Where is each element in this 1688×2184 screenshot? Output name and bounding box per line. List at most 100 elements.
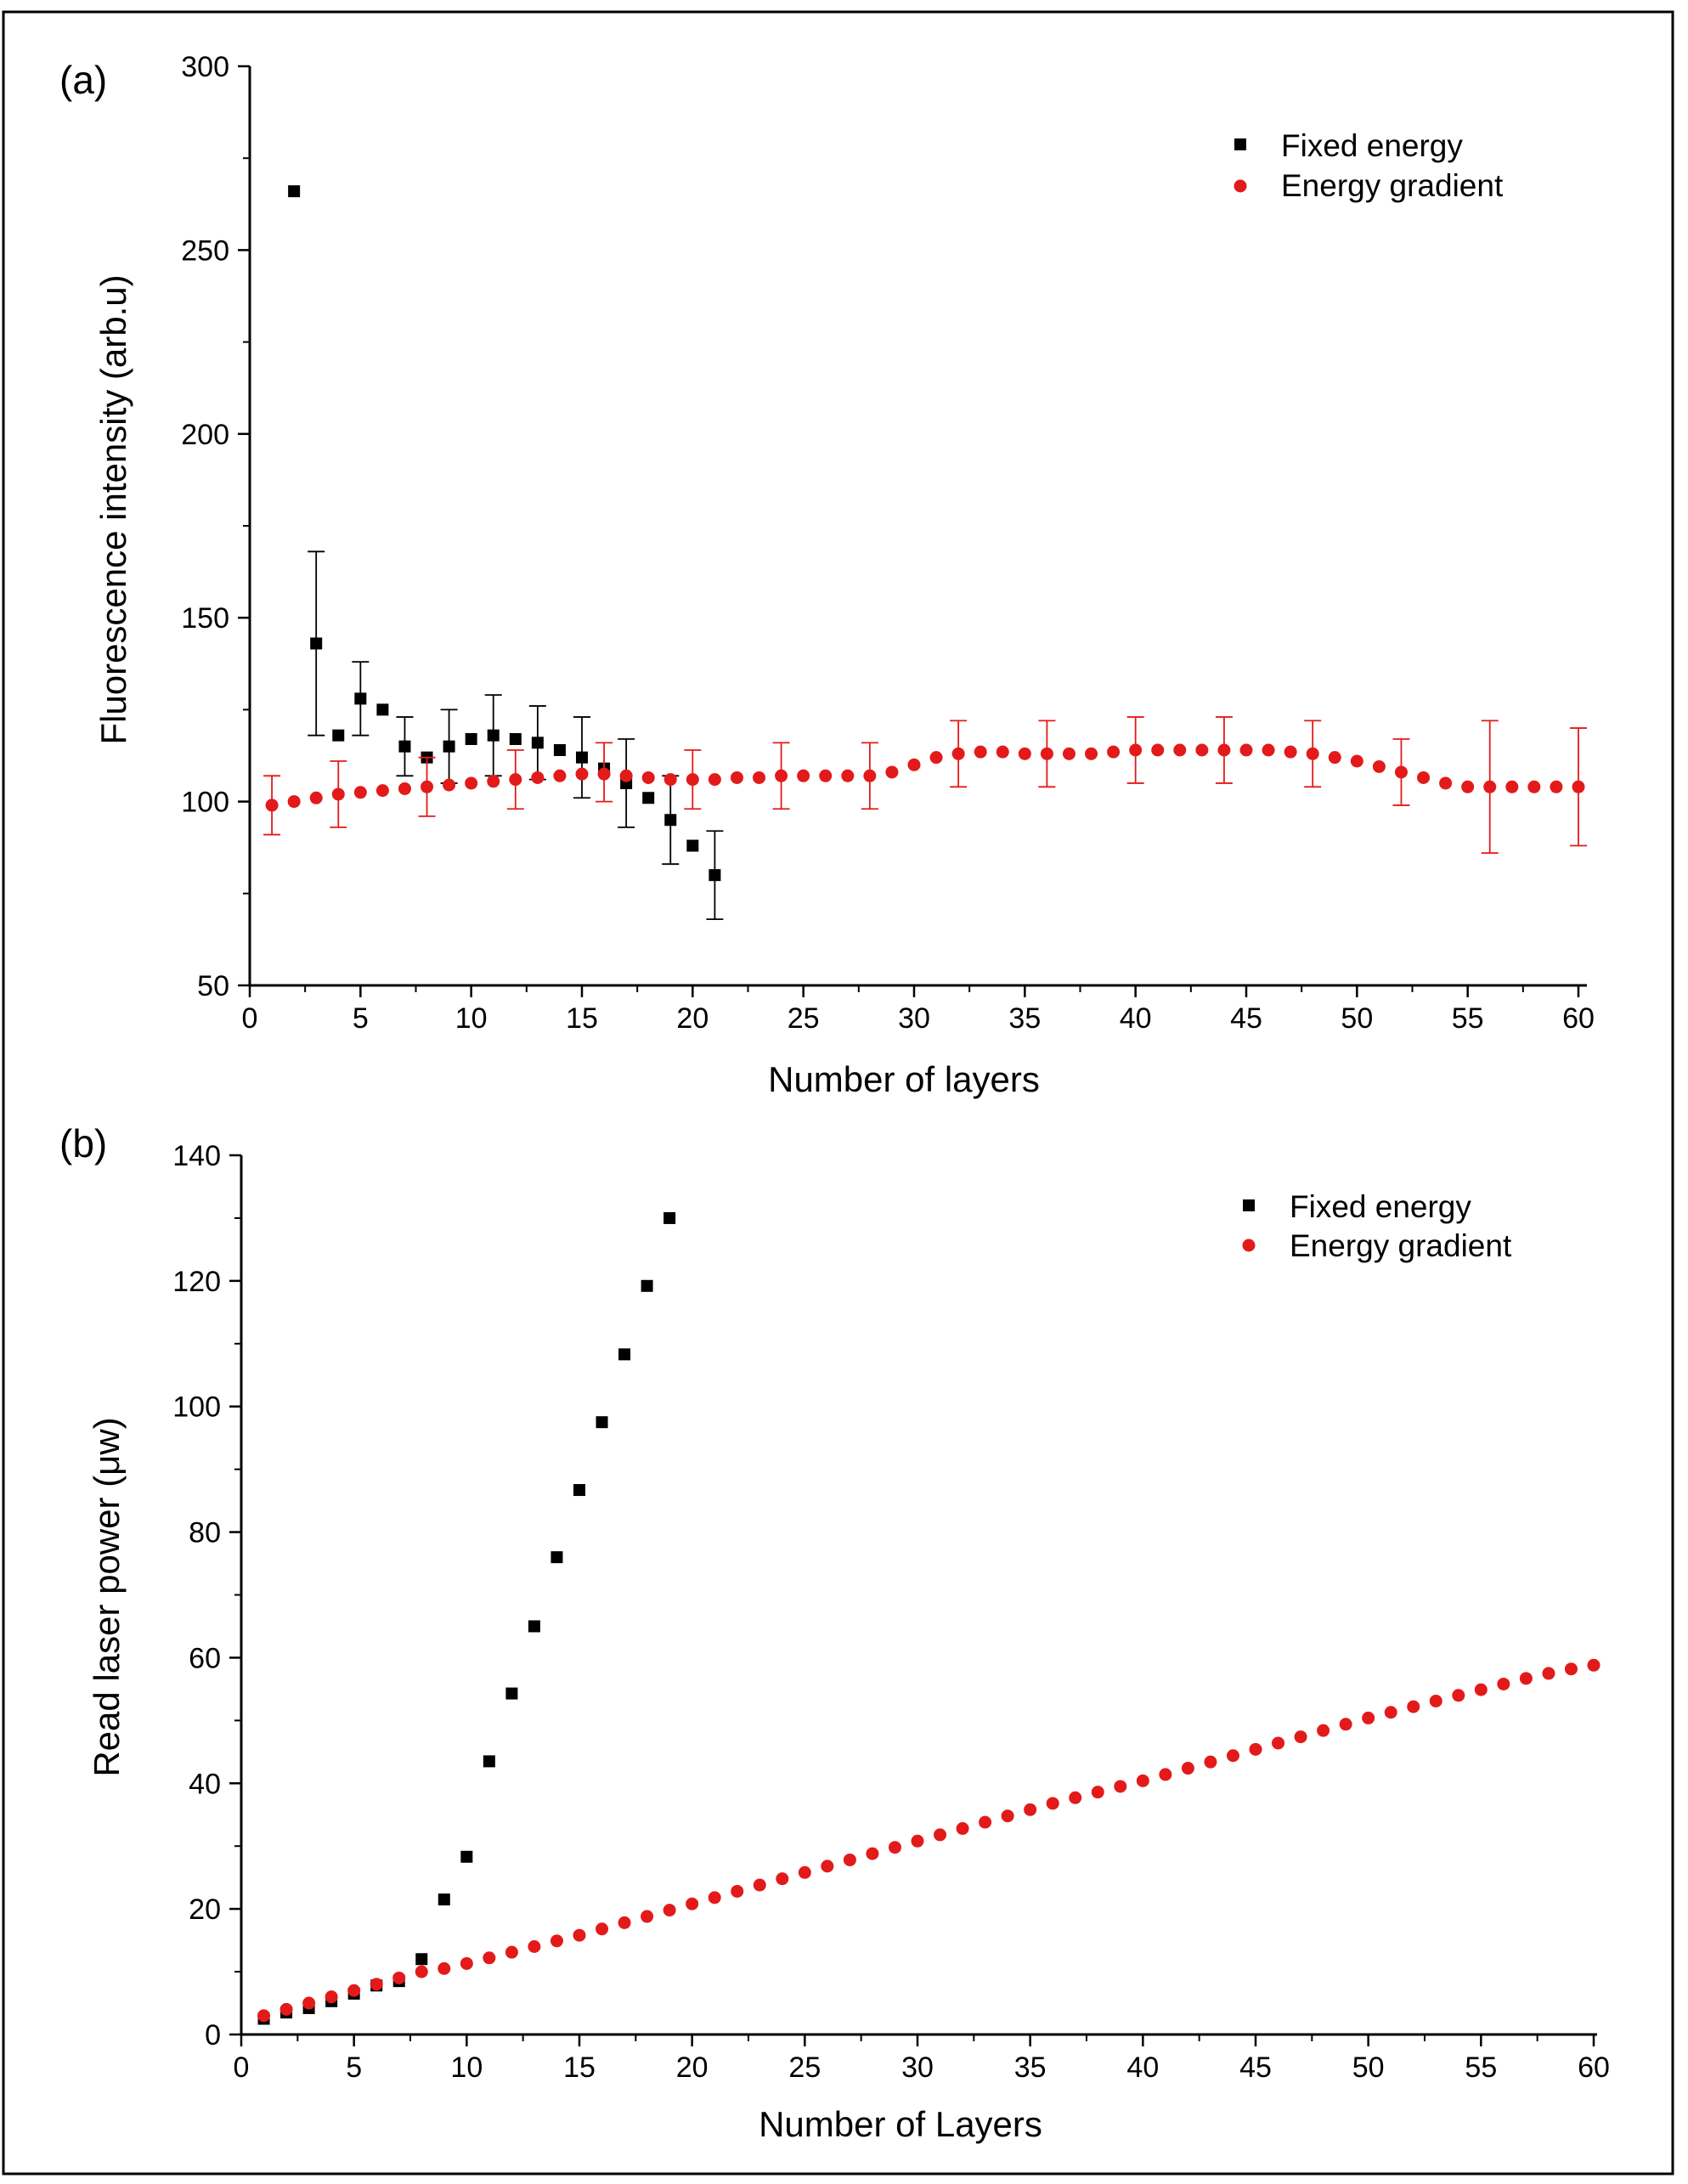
data-point: [573, 1928, 586, 1942]
data-point: [353, 786, 367, 799]
data-point: [686, 773, 699, 787]
panel-b-legend-fixed-energy: Fixed energy: [1290, 1189, 1471, 1224]
x-tick-label: 0: [234, 2051, 250, 2084]
data-point: [979, 1815, 992, 1829]
y-tick-label: 140: [172, 1140, 221, 1172]
data-point: [1114, 1780, 1127, 1793]
data-point: [465, 733, 477, 746]
data-point: [596, 1922, 609, 1936]
data-point: [550, 1934, 563, 1948]
data-point: [1151, 743, 1165, 757]
data-point: [1107, 745, 1121, 759]
data-point: [798, 1865, 811, 1879]
panel-a-legend-energy-gradient: Energy gradient: [1281, 168, 1504, 203]
data-point: [309, 791, 323, 804]
data-point: [863, 769, 877, 782]
x-tick-label: 55: [1465, 2051, 1497, 2084]
data-point: [553, 744, 566, 757]
data-point: [843, 1853, 856, 1866]
data-point: [866, 1847, 879, 1860]
data-point: [956, 1822, 969, 1836]
x-tick-label: 10: [450, 2051, 483, 2084]
data-point: [415, 1953, 428, 1966]
data-point: [288, 185, 301, 198]
x-tick-label: 20: [676, 1002, 709, 1035]
data-point: [531, 736, 544, 749]
data-point: [487, 729, 500, 742]
panel-b-legend-energy-gradient: Energy gradient: [1290, 1228, 1512, 1263]
panel-a-legend-fixed-energy: Fixed energy: [1281, 128, 1463, 163]
x-tick-label: 30: [901, 2051, 934, 2084]
data-point: [279, 2002, 293, 2016]
data-point: [509, 733, 522, 746]
data-point: [347, 1984, 361, 1997]
series-fixed-energy: [288, 185, 724, 920]
data-point: [575, 767, 589, 781]
panel-b-legend-square-marker: [1243, 1199, 1255, 1211]
data-point: [1350, 754, 1363, 768]
data-point: [1519, 1672, 1533, 1685]
data-point: [934, 1828, 947, 1842]
data-point: [1527, 780, 1541, 793]
data-point: [438, 1961, 451, 1975]
data-point: [819, 769, 833, 782]
panel-b-series: [257, 1211, 1600, 2025]
y-tick-label: 60: [189, 1642, 221, 1674]
data-point: [1474, 1683, 1488, 1696]
data-point: [709, 869, 721, 882]
panel-b-label: (b): [59, 1121, 107, 1165]
data-point: [753, 770, 766, 784]
data-point: [287, 795, 301, 809]
panel-a-x-label: Number of layers: [768, 1059, 1040, 1099]
x-tick-label: 0: [242, 1002, 258, 1035]
data-point: [797, 769, 810, 782]
data-point: [550, 1551, 563, 1564]
data-point: [1505, 780, 1519, 793]
y-tick-label: 50: [197, 970, 229, 1002]
data-point: [1429, 1694, 1442, 1707]
figure-frame: [2, 10, 1674, 2176]
data-point: [619, 769, 633, 782]
panel-a-legend: Fixed energy Energy gradient: [1234, 128, 1504, 203]
data-point: [354, 692, 367, 705]
data-point: [1328, 751, 1341, 765]
data-point: [776, 1872, 789, 1886]
data-point: [1091, 1786, 1104, 1799]
data-point: [331, 787, 345, 801]
x-tick-label: 40: [1120, 1002, 1152, 1035]
y-tick-label: 120: [172, 1266, 221, 1298]
data-point: [1136, 1774, 1149, 1787]
x-tick-label: 30: [898, 1002, 930, 1035]
x-tick-label: 60: [1578, 2051, 1610, 2084]
data-point: [460, 1850, 473, 1863]
x-tick-label: 35: [1008, 1002, 1041, 1035]
x-tick-label: 40: [1126, 2051, 1159, 2084]
panel-b-legend-circle-marker: [1242, 1239, 1256, 1252]
panel-a-series: [263, 185, 1587, 920]
panel-b-x-label: Number of Layers: [759, 2104, 1042, 2144]
y-tick-label: 200: [181, 419, 229, 451]
data-point: [528, 1940, 541, 1953]
data-point: [641, 770, 655, 784]
x-tick-label: 15: [566, 1002, 598, 1035]
data-point: [576, 751, 588, 764]
data-point: [708, 1891, 721, 1905]
data-point: [1024, 1803, 1037, 1816]
data-point: [642, 792, 655, 804]
data-point: [1452, 1689, 1465, 1702]
data-point: [1550, 780, 1563, 793]
data-point: [392, 1971, 406, 1984]
y-tick-label: 20: [189, 1893, 221, 1926]
data-point: [528, 1620, 540, 1633]
data-point: [1317, 1724, 1330, 1737]
data-point: [302, 1996, 316, 2010]
data-point: [1417, 770, 1431, 784]
data-point: [325, 1990, 338, 2004]
data-point: [664, 814, 677, 827]
data-point: [974, 745, 987, 759]
x-tick-label: 20: [676, 2051, 709, 2084]
data-point: [438, 1893, 450, 1906]
data-point: [663, 773, 677, 787]
data-point: [1204, 1755, 1217, 1769]
panel-a-label: (a): [59, 58, 107, 102]
